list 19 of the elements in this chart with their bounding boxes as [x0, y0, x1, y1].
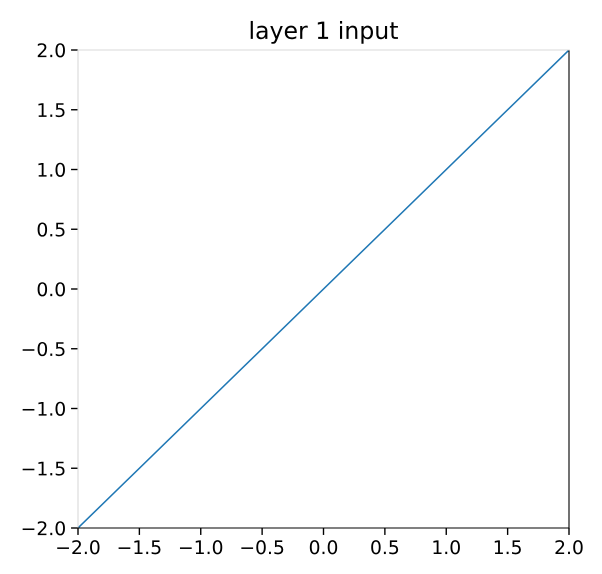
x-tick-label: 2.0 — [555, 540, 583, 554]
x-tick-label: −0.5 — [241, 540, 284, 554]
y-tick-label: −2.0 — [22, 521, 65, 536]
x-tick-label: 1.5 — [494, 540, 521, 554]
x-tick-label: −2.0 — [57, 540, 100, 554]
y-tick-label: −1.5 — [22, 462, 65, 476]
y-tick-label: 1.5 — [38, 103, 65, 118]
y-tick-label: −1.0 — [22, 402, 65, 416]
y-tick-label: 1.0 — [38, 162, 65, 177]
x-tick-label: −1.0 — [180, 540, 222, 554]
y-tick-label: 0.0 — [38, 282, 65, 296]
x-tick-label: 0.0 — [310, 540, 338, 554]
x-tick-label: 0.5 — [371, 540, 398, 554]
y-tick-label: 2.0 — [38, 43, 65, 58]
y-tick-label: −0.5 — [22, 342, 65, 356]
x-tick-label: −1.5 — [118, 540, 160, 554]
x-tick-label: 1.0 — [433, 540, 460, 554]
chart-title: layer 1 input — [250, 20, 398, 44]
y-tick-label: 0.5 — [38, 222, 65, 237]
